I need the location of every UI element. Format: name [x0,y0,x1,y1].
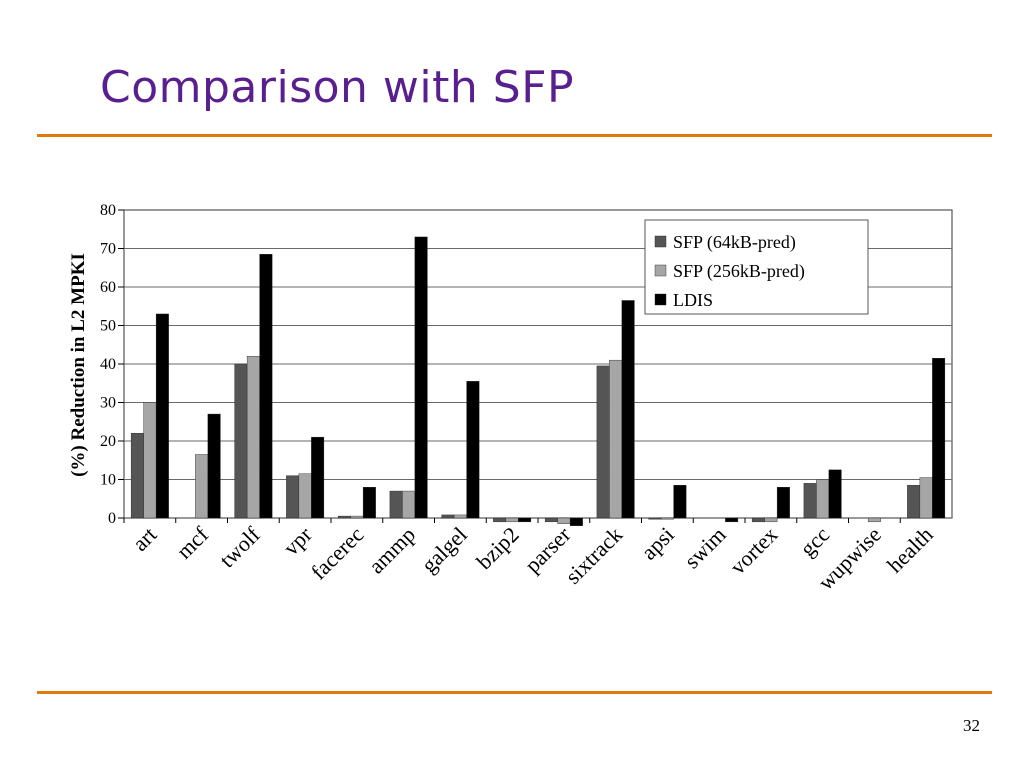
bar-sixtrack-series-1 [596,365,610,519]
category-label-apsi: apsi [636,522,679,565]
legend-swatch [654,293,667,306]
bar-vpr-series-1 [286,475,300,519]
category-label-facerec: facerec [306,522,369,585]
bar-vpr-series-3 [311,436,325,519]
bar-sixtrack-series-3 [621,300,635,519]
bar-parser-series-2 [557,517,571,524]
bar-gcc-series-2 [816,479,830,519]
y-tick-label: 20 [100,433,116,450]
y-tick-label: 10 [100,472,116,489]
bar-sixtrack-series-2 [609,359,623,519]
bar-wupwise-series-2 [867,517,881,523]
y-tick-label: 0 [108,510,116,527]
bar-bzip2-series-1 [493,517,507,523]
category-label-mcf: mcf [171,521,213,563]
bar-art-series-2 [143,402,157,519]
bar-facerec-series-2 [350,515,364,519]
bar-galgel-series-1 [441,514,455,519]
y-tick-label: 60 [100,279,116,296]
legend-swatch [654,235,667,248]
category-label-sixtrack: sixtrack [560,522,627,589]
bar-gcc-series-3 [828,469,842,519]
page-number: 32 [963,716,980,735]
bar-galgel-series-3 [466,381,480,519]
category-label-vpr: vpr [278,521,317,560]
category-label-swim: swim [679,522,730,573]
category-label-gcc: gcc [795,522,834,561]
bar-health-series-3 [932,358,946,519]
bar-ammp-series-1 [389,490,403,519]
category-label-vortex: vortex [725,522,782,579]
category-label-ammp: ammp [364,522,421,579]
bar-vortex-series-2 [764,517,778,523]
bar-ammp-series-3 [414,236,428,519]
bar-art-series-1 [130,433,144,519]
bar-parser-series-3 [569,517,583,526]
category-label-twolf: twolf [214,521,265,572]
y-tick-label: 70 [100,241,116,258]
bar-ammp-series-2 [402,490,416,519]
y-tick-label: 40 [100,356,116,373]
bar-mcf-series-2 [195,454,209,519]
category-label-art: art [127,522,161,556]
bar-apsi-series-2 [660,517,674,520]
bar-gcc-series-1 [803,483,817,519]
bar-facerec-series-1 [337,515,351,519]
legend-label: LDIS [673,290,713,310]
category-label-galgel: galgel [416,522,472,578]
bar-bzip2-series-2 [505,517,519,523]
y-tick-label: 50 [100,318,116,335]
bar-twolf-series-1 [234,363,248,519]
bar-mcf-series-3 [207,413,221,519]
bar-galgel-series-2 [453,514,467,519]
bar-apsi-series-1 [648,517,662,520]
bar-twolf-series-3 [259,254,273,519]
bar-parser-series-1 [544,517,558,523]
bar-vortex-series-1 [751,517,765,523]
bar-vpr-series-2 [298,473,312,519]
y-axis-label: (%) Reduction in L2 MPKI [68,253,89,477]
legend-swatch [654,264,667,277]
y-tick-label: 80 [100,202,116,219]
category-label-bzip2: bzip2 [471,522,523,574]
bar-apsi-series-3 [673,485,687,519]
bar-facerec-series-3 [362,487,376,519]
bottom-divider [37,691,992,694]
bar-health-series-1 [907,485,921,519]
legend-label: SFP (256kB-pred) [673,261,805,282]
bar-twolf-series-2 [246,356,260,519]
legend-label: SFP (64kB-pred) [673,232,796,253]
bar-art-series-3 [155,313,169,519]
y-tick-label: 30 [100,395,116,412]
category-label-health: health [882,522,938,578]
legend-box [644,219,869,315]
bar-vortex-series-3 [776,487,790,519]
top-divider [37,134,992,137]
slide-title: Comparison with SFP [100,62,575,113]
bar-health-series-2 [919,477,933,519]
bar-swim-series-3 [725,517,739,523]
bar-bzip2-series-3 [518,517,532,523]
